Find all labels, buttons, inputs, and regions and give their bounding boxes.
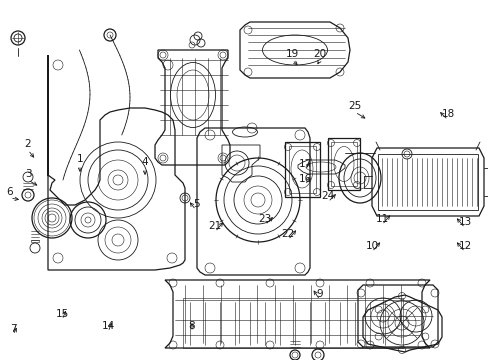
Text: 22: 22 [281, 229, 294, 239]
Text: 24: 24 [321, 191, 334, 201]
Text: 2: 2 [24, 139, 31, 149]
Text: 19: 19 [285, 49, 298, 59]
Text: 4: 4 [142, 157, 148, 167]
Text: 18: 18 [441, 109, 454, 119]
Text: 8: 8 [188, 321, 195, 331]
Bar [327, 138, 359, 190]
Text: 3: 3 [24, 169, 31, 179]
Text: 10: 10 [365, 241, 378, 251]
Text: 23: 23 [258, 214, 271, 224]
Text: 12: 12 [457, 241, 470, 251]
Text: 1: 1 [77, 154, 83, 164]
Text: 9: 9 [316, 289, 323, 299]
Text: 6: 6 [7, 187, 13, 197]
Text: 20: 20 [313, 49, 326, 59]
Bar [183, 298, 402, 348]
Text: 16: 16 [298, 174, 311, 184]
Bar [285, 142, 319, 197]
Text: 17: 17 [298, 159, 311, 169]
Text: 5: 5 [192, 199, 199, 209]
Text: 21: 21 [208, 221, 221, 231]
Bar [31, 240, 39, 242]
Text: 7: 7 [10, 324, 16, 334]
Bar [330, 142, 356, 186]
Text: 11: 11 [375, 214, 388, 224]
Text: 15: 15 [55, 309, 68, 319]
Bar [377, 154, 477, 210]
Text: 13: 13 [457, 217, 470, 227]
Text: 14: 14 [101, 321, 114, 331]
Bar [288, 146, 315, 193]
Text: 25: 25 [347, 101, 361, 111]
